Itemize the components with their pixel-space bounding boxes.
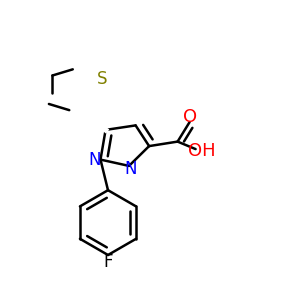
Text: F: F	[103, 253, 113, 271]
Text: S: S	[97, 70, 107, 88]
Text: OH: OH	[188, 142, 215, 160]
Text: N: N	[89, 151, 101, 169]
Text: N: N	[124, 160, 136, 178]
Text: O: O	[183, 108, 197, 126]
